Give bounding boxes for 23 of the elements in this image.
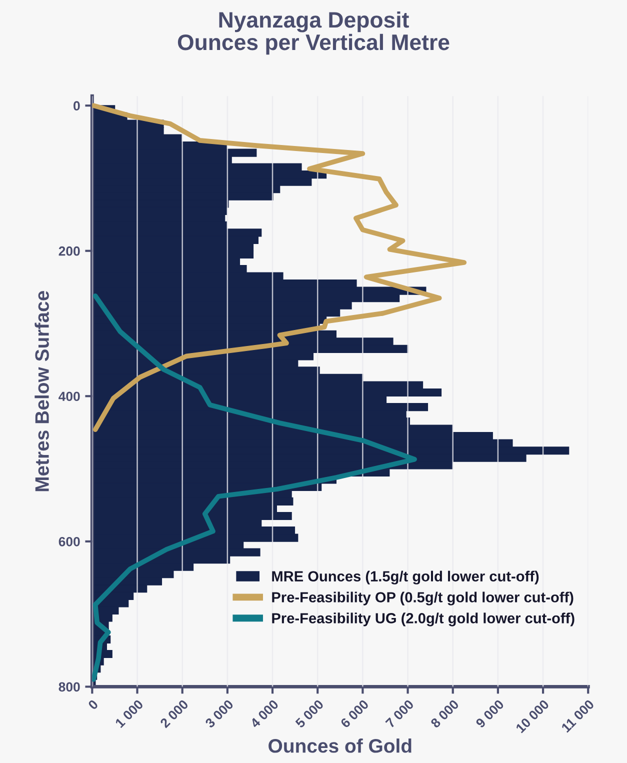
chart-title: Nyanzaga Deposit Ounces per Vertical Metre bbox=[178, 11, 450, 55]
x-tick-label: 6 000 bbox=[340, 699, 370, 728]
x-tick-label: 3 000 bbox=[204, 699, 234, 729]
x-tick-label: 0 bbox=[88, 699, 99, 710]
y-tick-label: 200 bbox=[58, 246, 80, 256]
y-tick-label: 0 bbox=[74, 101, 80, 110]
x-axis-title: Ounces of Gold bbox=[268, 738, 412, 753]
x-tick-label: 5 000 bbox=[294, 699, 324, 728]
x-tick-label: 2 000 bbox=[160, 699, 189, 728]
x-tick-label: 8 000 bbox=[430, 699, 460, 728]
legend-label: MRE Ounces (1.5g/t gold lower cut-off) bbox=[272, 570, 539, 584]
x-tick-label: 11 000 bbox=[560, 699, 595, 733]
y-axis-title: Metres Below Surface bbox=[34, 291, 49, 492]
x-tick-label: 7 000 bbox=[385, 699, 414, 728]
legend-label: Pre-Feasibility UG (2.0g/t gold lower cut-off) bbox=[272, 612, 574, 626]
x-tick-label: 4 000 bbox=[250, 699, 279, 729]
y-tick-label: 600 bbox=[58, 536, 80, 546]
legend-label: Pre-Feasibility OP (0.5g/t gold lower cut-off) bbox=[272, 592, 574, 606]
y-tick-label: 400 bbox=[58, 392, 80, 402]
y-tick-label: 800 bbox=[58, 682, 80, 692]
x-tick-label: 10 000 bbox=[515, 699, 550, 734]
x-tick-label: 1 000 bbox=[114, 699, 144, 728]
x-tick-label: 9 000 bbox=[475, 699, 504, 728]
